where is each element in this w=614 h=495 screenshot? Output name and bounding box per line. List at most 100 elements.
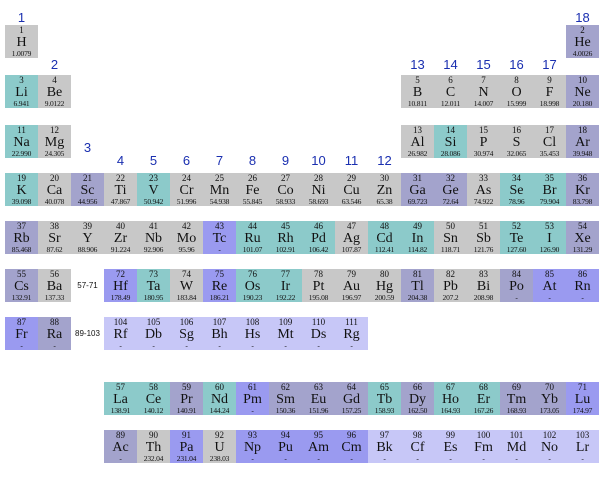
element-cu[interactable]: 29 Cu 63.546 bbox=[335, 173, 368, 206]
element-ta[interactable]: 73 Ta 180.95 bbox=[137, 269, 170, 302]
element-ga[interactable]: 31 Ga 69.723 bbox=[401, 173, 434, 206]
element-se[interactable]: 34 Se 78.96 bbox=[500, 173, 533, 206]
element-y[interactable]: 39 Y 88.906 bbox=[71, 221, 104, 254]
element-gd[interactable]: 64 Gd 157.25 bbox=[335, 382, 368, 415]
element-li[interactable]: 3 Li 6.941 bbox=[5, 75, 38, 108]
element-au[interactable]: 79 Au 196.97 bbox=[335, 269, 368, 302]
element-hf[interactable]: 72 Hf 178.49 bbox=[104, 269, 137, 302]
element-ni[interactable]: 28 Ni 58.693 bbox=[302, 173, 335, 206]
element-ce[interactable]: 58 Ce 140.12 bbox=[137, 382, 170, 415]
element-bk[interactable]: 97 Bk - bbox=[368, 430, 401, 463]
element-s[interactable]: 16 S 32.065 bbox=[500, 125, 533, 158]
element-c[interactable]: 6 C 12.011 bbox=[434, 75, 467, 108]
element-ho[interactable]: 67 Ho 164.93 bbox=[434, 382, 467, 415]
element-rh[interactable]: 45 Rh 102.91 bbox=[269, 221, 302, 254]
element-he[interactable]: 2 He 4.0026 bbox=[566, 25, 599, 58]
element-sb[interactable]: 51 Sb 121.76 bbox=[467, 221, 500, 254]
element-lr[interactable]: 103 Lr - bbox=[566, 430, 599, 463]
element-br[interactable]: 35 Br 79.904 bbox=[533, 173, 566, 206]
element-be[interactable]: 4 Be 9.0122 bbox=[38, 75, 71, 108]
element-tm[interactable]: 69 Tm 168.93 bbox=[500, 382, 533, 415]
element-ru[interactable]: 44 Ru 101.07 bbox=[236, 221, 269, 254]
element-lu[interactable]: 71 Lu 174.97 bbox=[566, 382, 599, 415]
element-sg[interactable]: 106 Sg - bbox=[170, 317, 203, 350]
element-al[interactable]: 13 Al 26.982 bbox=[401, 125, 434, 158]
element-h[interactable]: 1 H 1.0079 bbox=[5, 25, 38, 58]
element-dy[interactable]: 66 Dy 162.50 bbox=[401, 382, 434, 415]
element-bi[interactable]: 83 Bi 208.98 bbox=[467, 269, 500, 302]
element-as[interactable]: 33 As 74.922 bbox=[467, 173, 500, 206]
element-pb[interactable]: 82 Pb 207.2 bbox=[434, 269, 467, 302]
element-co[interactable]: 27 Co 58.933 bbox=[269, 173, 302, 206]
element-ac[interactable]: 89 Ac - bbox=[104, 430, 137, 463]
element-nd[interactable]: 60 Nd 144.24 bbox=[203, 382, 236, 415]
element-eu[interactable]: 63 Eu 151.96 bbox=[302, 382, 335, 415]
element-sr[interactable]: 38 Sr 87.62 bbox=[38, 221, 71, 254]
element-rf[interactable]: 104 Rf - bbox=[104, 317, 137, 350]
element-pt[interactable]: 78 Pt 195.08 bbox=[302, 269, 335, 302]
element-tc[interactable]: 43 Tc - bbox=[203, 221, 236, 254]
element-bh[interactable]: 107 Bh - bbox=[203, 317, 236, 350]
element-es[interactable]: 99 Es - bbox=[434, 430, 467, 463]
element-tb[interactable]: 65 Tb 158.93 bbox=[368, 382, 401, 415]
element-nb[interactable]: 41 Nb 92.906 bbox=[137, 221, 170, 254]
element-yb[interactable]: 70 Yb 173.05 bbox=[533, 382, 566, 415]
element-fr[interactable]: 87 Fr - bbox=[5, 317, 38, 350]
element-re[interactable]: 75 Re 186.21 bbox=[203, 269, 236, 302]
element-ba[interactable]: 56 Ba 137.33 bbox=[38, 269, 71, 302]
element-sn[interactable]: 50 Sn 118.71 bbox=[434, 221, 467, 254]
element-cf[interactable]: 98 Cf - bbox=[401, 430, 434, 463]
element-zr[interactable]: 40 Zr 91.224 bbox=[104, 221, 137, 254]
element-si[interactable]: 14 Si 28.086 bbox=[434, 125, 467, 158]
element-mt[interactable]: 109 Mt - bbox=[269, 317, 302, 350]
element-np[interactable]: 93 Np - bbox=[236, 430, 269, 463]
element-k[interactable]: 19 K 39.098 bbox=[5, 173, 38, 206]
element-xe[interactable]: 54 Xe 131.29 bbox=[566, 221, 599, 254]
element-n[interactable]: 7 N 14.007 bbox=[467, 75, 500, 108]
element-in[interactable]: 49 In 114.82 bbox=[401, 221, 434, 254]
element-w[interactable]: 74 W 183.84 bbox=[170, 269, 203, 302]
element-ge[interactable]: 32 Ge 72.64 bbox=[434, 173, 467, 206]
element-cs[interactable]: 55 Cs 132.91 bbox=[5, 269, 38, 302]
element-te[interactable]: 52 Te 127.60 bbox=[500, 221, 533, 254]
element-tl[interactable]: 81 Tl 204.38 bbox=[401, 269, 434, 302]
element-rg[interactable]: 111 Rg - bbox=[335, 317, 368, 350]
element-i[interactable]: 53 I 126.90 bbox=[533, 221, 566, 254]
element-ne[interactable]: 10 Ne 20.180 bbox=[566, 75, 599, 108]
element-rn[interactable]: 86 Rn - bbox=[566, 269, 599, 302]
element-pm[interactable]: 61 Pm - bbox=[236, 382, 269, 415]
element-ra[interactable]: 88 Ra - bbox=[38, 317, 71, 350]
element-th[interactable]: 90 Th 232.04 bbox=[137, 430, 170, 463]
element-ti[interactable]: 22 Ti 47.867 bbox=[104, 173, 137, 206]
element-pa[interactable]: 91 Pa 231.04 bbox=[170, 430, 203, 463]
element-ir[interactable]: 77 Ir 192.22 bbox=[269, 269, 302, 302]
element-sc[interactable]: 21 Sc 44.956 bbox=[71, 173, 104, 206]
element-at[interactable]: 85 At - bbox=[533, 269, 566, 302]
element-ar[interactable]: 18 Ar 39.948 bbox=[566, 125, 599, 158]
element-rb[interactable]: 37 Rb 85.468 bbox=[5, 221, 38, 254]
element-pr[interactable]: 59 Pr 140.91 bbox=[170, 382, 203, 415]
element-fm[interactable]: 100 Fm - bbox=[467, 430, 500, 463]
element-cl[interactable]: 17 Cl 35.453 bbox=[533, 125, 566, 158]
element-db[interactable]: 105 Db - bbox=[137, 317, 170, 350]
element-am[interactable]: 95 Am - bbox=[302, 430, 335, 463]
element-er[interactable]: 68 Er 167.26 bbox=[467, 382, 500, 415]
element-md[interactable]: 101 Md - bbox=[500, 430, 533, 463]
element-hg[interactable]: 80 Hg 200.59 bbox=[368, 269, 401, 302]
element-u[interactable]: 92 U 238.03 bbox=[203, 430, 236, 463]
element-cd[interactable]: 48 Cd 112.41 bbox=[368, 221, 401, 254]
element-cm[interactable]: 96 Cm - bbox=[335, 430, 368, 463]
element-cr[interactable]: 24 Cr 51.996 bbox=[170, 173, 203, 206]
element-la[interactable]: 57 La 138.91 bbox=[104, 382, 137, 415]
element-mn[interactable]: 25 Mn 54.938 bbox=[203, 173, 236, 206]
element-ca[interactable]: 20 Ca 40.078 bbox=[38, 173, 71, 206]
element-fe[interactable]: 26 Fe 55.845 bbox=[236, 173, 269, 206]
element-pu[interactable]: 94 Pu - bbox=[269, 430, 302, 463]
element-po[interactable]: 84 Po - bbox=[500, 269, 533, 302]
element-b[interactable]: 5 B 10.811 bbox=[401, 75, 434, 108]
element-pd[interactable]: 46 Pd 106.42 bbox=[302, 221, 335, 254]
element-kr[interactable]: 36 Kr 83.798 bbox=[566, 173, 599, 206]
element-os[interactable]: 76 Os 190.23 bbox=[236, 269, 269, 302]
element-ag[interactable]: 47 Ag 107.87 bbox=[335, 221, 368, 254]
element-o[interactable]: 8 O 15.999 bbox=[500, 75, 533, 108]
